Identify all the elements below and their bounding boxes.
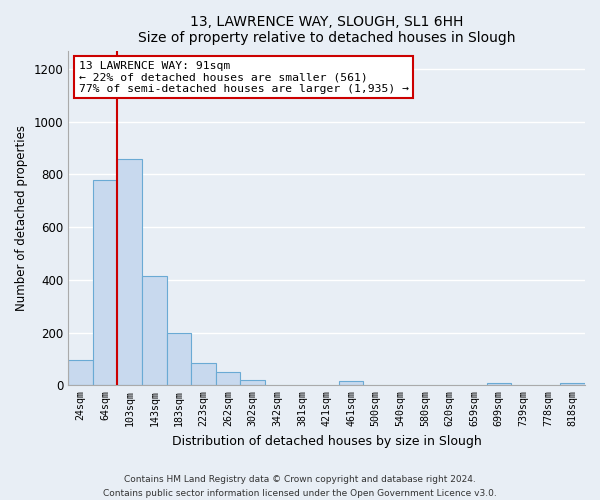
Title: 13, LAWRENCE WAY, SLOUGH, SL1 6HH
Size of property relative to detached houses i: 13, LAWRENCE WAY, SLOUGH, SL1 6HH Size o… — [138, 15, 515, 45]
Bar — [68, 360, 93, 386]
Text: Contains HM Land Registry data © Crown copyright and database right 2024.
Contai: Contains HM Land Registry data © Crown c… — [103, 476, 497, 498]
Bar — [191, 363, 216, 386]
Bar — [560, 382, 585, 386]
Bar — [339, 382, 364, 386]
Bar — [487, 382, 511, 386]
Bar — [142, 276, 167, 386]
Bar — [167, 332, 191, 386]
Bar — [241, 380, 265, 386]
Y-axis label: Number of detached properties: Number of detached properties — [15, 125, 28, 311]
Bar — [93, 180, 118, 386]
X-axis label: Distribution of detached houses by size in Slough: Distribution of detached houses by size … — [172, 434, 481, 448]
Bar — [118, 158, 142, 386]
Bar — [216, 372, 241, 386]
Text: 13 LAWRENCE WAY: 91sqm
← 22% of detached houses are smaller (561)
77% of semi-de: 13 LAWRENCE WAY: 91sqm ← 22% of detached… — [79, 60, 409, 94]
